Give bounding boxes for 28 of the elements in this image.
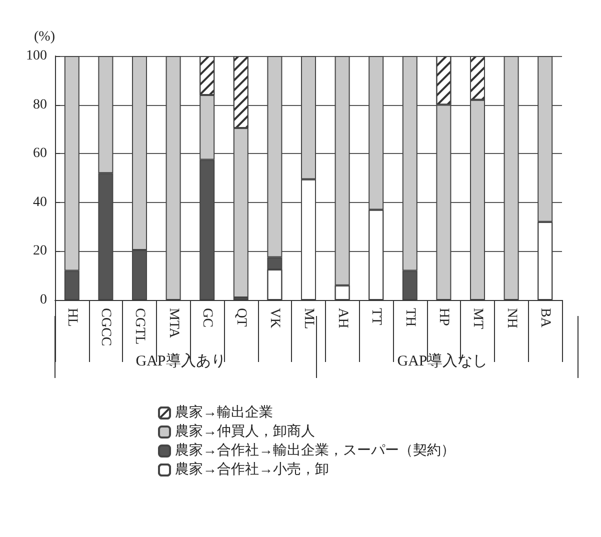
x-tick-label: CGTL (132, 308, 147, 345)
y-tick-label: 40 (33, 194, 47, 210)
y-tick-label: 100 (26, 48, 47, 64)
y-tick-label: 0 (40, 292, 47, 308)
legend-label: 農家→合作社→輸出企業，スーパー（契約） (175, 442, 455, 458)
legend-label: 農家→輸出企業 (175, 404, 273, 420)
x-tick-label: CGCC (98, 308, 114, 346)
x-tick-label: BA (538, 308, 553, 328)
x-tick-label: MT (470, 308, 485, 330)
y-tick-label: 20 (33, 244, 47, 259)
x-tick-label: TH (402, 308, 418, 327)
x-tick-label: QT (233, 308, 248, 328)
y-axis-title: (%) (34, 30, 56, 44)
x-tick-label: MTA (166, 308, 181, 339)
x-tick-label: TT (368, 308, 384, 326)
legend-label: 農家→合作社→小売，卸 (175, 462, 329, 478)
x-tick-label: ML (301, 308, 316, 329)
x-tick-label: AH (334, 308, 350, 328)
legend-label: 農家→仲買人，卸商人 (175, 424, 315, 440)
x-tick-label: GC (200, 308, 215, 328)
y-tick-label: 60 (33, 146, 47, 162)
bar (504, 56, 519, 300)
x-tick-label: HP (436, 308, 452, 326)
x-tick-label: HL (64, 308, 80, 327)
x-tick-label: NH (504, 308, 519, 328)
y-tick-label: 80 (33, 97, 47, 112)
bar (166, 56, 181, 300)
x-tick-label: VK (267, 308, 282, 328)
